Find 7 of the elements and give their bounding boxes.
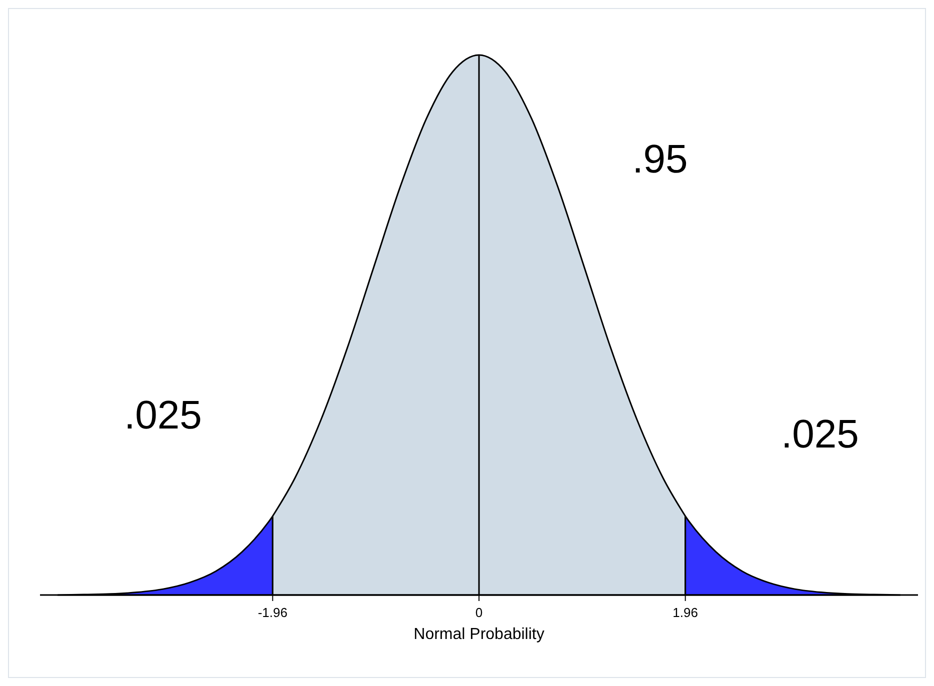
annotation: .025 bbox=[124, 394, 202, 438]
x-axis-title: Normal Probability bbox=[414, 626, 544, 643]
x-tick-label: -1.96 bbox=[258, 605, 288, 620]
x-tick-label: 1.96 bbox=[672, 605, 698, 620]
annotation: .025 bbox=[781, 412, 859, 457]
x-tick-label: 0 bbox=[475, 605, 483, 620]
annotation: .95 bbox=[632, 138, 688, 182]
